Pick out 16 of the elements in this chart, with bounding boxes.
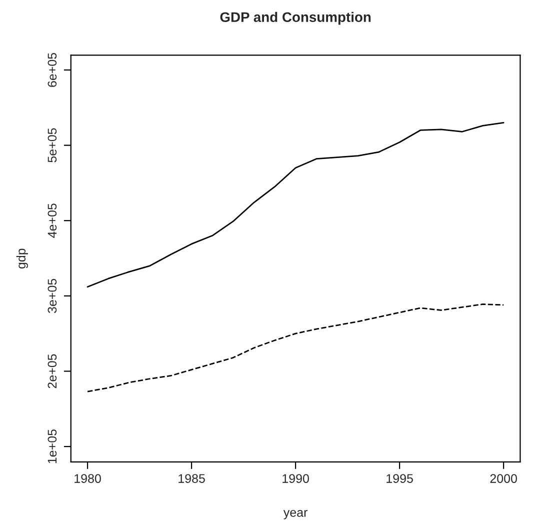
y-axis-title: gdp bbox=[16, 248, 28, 268]
chart-title: GDP and Consumption bbox=[220, 12, 371, 25]
x-tick-label: 1980 bbox=[74, 474, 101, 483]
y-tick-label: 4e+05 bbox=[48, 204, 57, 238]
x-tick-label: 2000 bbox=[490, 474, 517, 483]
y-tick-label: 2e+05 bbox=[48, 354, 57, 388]
y-tick-label: 6e+05 bbox=[48, 52, 57, 87]
x-axis-title: year bbox=[283, 510, 308, 520]
x-tick-label: 1990 bbox=[282, 474, 309, 483]
x-tick-label: 1995 bbox=[386, 474, 413, 483]
line-series bbox=[86, 122, 504, 288]
x-tick-label: 1985 bbox=[178, 474, 205, 483]
y-tick-label: 3e+05 bbox=[48, 278, 57, 313]
line-series bbox=[86, 304, 504, 392]
y-tick-label: 1e+05 bbox=[48, 430, 57, 464]
y-tick-label: 5e+05 bbox=[48, 128, 57, 162]
